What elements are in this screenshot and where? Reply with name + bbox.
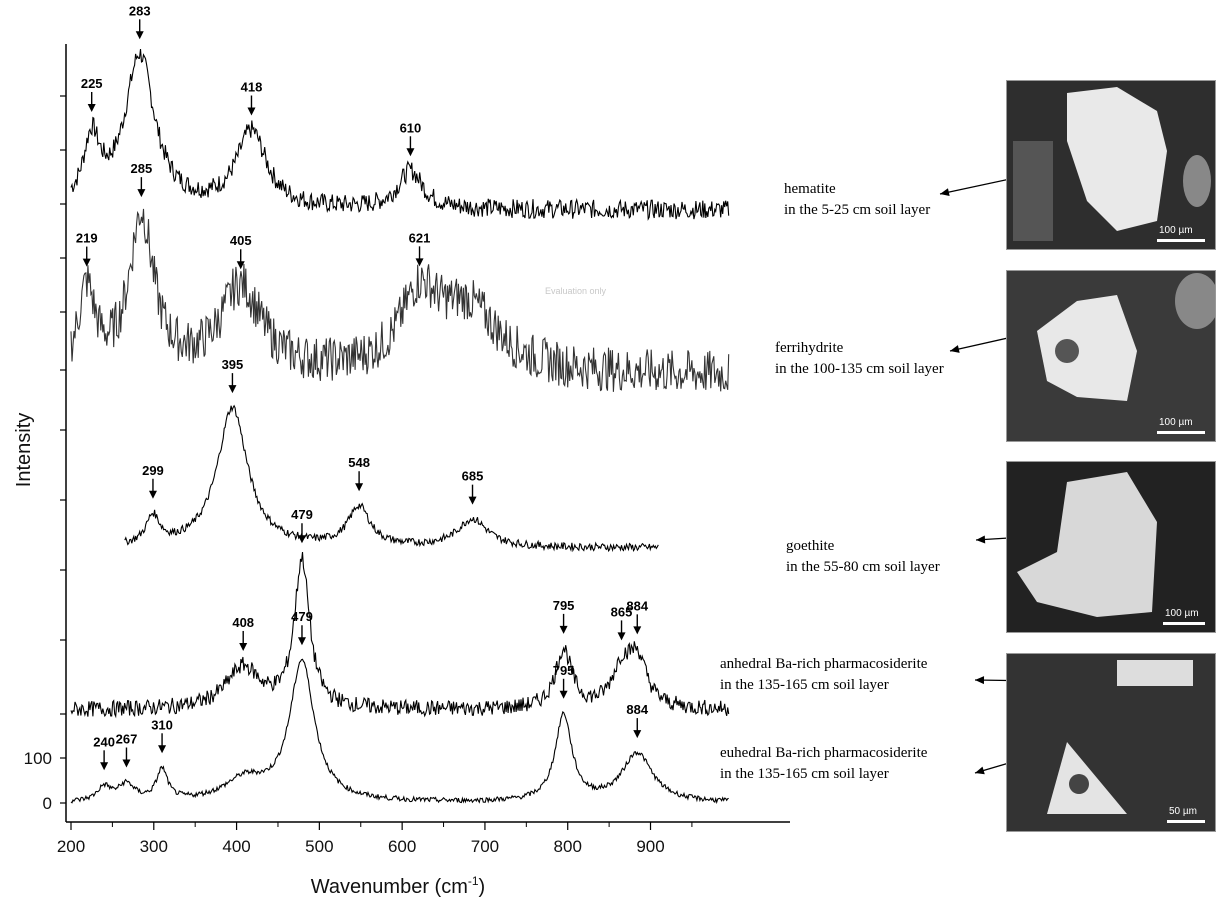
y-tick-label: 100 xyxy=(24,749,52,768)
x-tick-label: 700 xyxy=(471,837,499,856)
goethite-scale-label: 100 µm xyxy=(1165,608,1199,619)
goethite-micrograph: 100 µm xyxy=(1006,461,1216,633)
peak-arrowhead xyxy=(122,759,131,768)
spectrum-caption: euhedral Ba-rich pharmacosiderite xyxy=(720,745,928,761)
spectrum-caption: hematite xyxy=(784,181,836,197)
pharmacosiderite-scale-label: 50 µm xyxy=(1169,806,1197,817)
peak-arrowhead xyxy=(100,762,109,771)
peak-arrowhead xyxy=(559,625,568,634)
peak-label: 285 xyxy=(131,161,153,176)
hematite-micrograph: 100 µm xyxy=(1006,80,1216,250)
ferrihydrite-scale-label: 100 µm xyxy=(1159,417,1193,428)
peak-label: 621 xyxy=(409,230,431,245)
peak-arrowhead xyxy=(633,730,642,739)
faint-overlay-text: Evaluation only xyxy=(545,286,607,296)
peak-arrowhead xyxy=(87,103,96,112)
peak-arrowhead xyxy=(148,490,157,499)
peak-label: 225 xyxy=(81,76,103,91)
spectrum-caption: in the 135-165 cm soil layer xyxy=(720,766,889,782)
peak-arrowhead xyxy=(137,189,146,198)
spectrum-caption: ferrihydrite xyxy=(775,340,844,356)
peak-arrowhead xyxy=(468,496,477,505)
y-axis-title: Intensity xyxy=(13,413,35,487)
y-tick-label: 0 xyxy=(43,794,52,813)
peak-label: 405 xyxy=(230,233,252,248)
peak-label: 865 xyxy=(611,604,633,619)
hematite-scale-label: 100 µm xyxy=(1159,225,1193,236)
peak-arrowhead xyxy=(247,107,256,116)
peak-arrowhead xyxy=(82,258,91,267)
peak-arrowhead xyxy=(355,483,364,492)
peak-label: 795 xyxy=(553,663,575,678)
peak-arrowhead xyxy=(559,690,568,699)
leader-arrowhead xyxy=(950,345,960,353)
y-ticks: 0 100 xyxy=(24,95,66,813)
peak-label: 408 xyxy=(232,615,254,630)
spectrum-caption: in the 135-165 cm soil layer xyxy=(720,677,889,693)
peak-label: 884 xyxy=(626,702,648,717)
peak-arrowhead xyxy=(158,745,167,754)
peak-label: 418 xyxy=(241,79,263,94)
spectrum-line xyxy=(70,208,730,392)
peak-arrowhead xyxy=(617,632,626,641)
spectrum-caption: in the 5-25 cm soil layer xyxy=(784,202,930,218)
peak-label: 884 xyxy=(626,598,648,613)
spectrum-line xyxy=(70,658,729,805)
x-tick-label: 800 xyxy=(554,837,582,856)
x-ticks: 200 300 400 500 600 700 800 900 xyxy=(57,822,693,856)
ferrihydrite-micrograph: 100 µm xyxy=(1006,270,1216,442)
spectrum-line xyxy=(124,404,659,553)
x-tick-label: 400 xyxy=(222,837,250,856)
peak-label: 310 xyxy=(151,717,173,732)
leader-arrowhead xyxy=(940,188,950,197)
leader-arrowhead xyxy=(975,766,985,775)
captions: hematite in the 5-25 cm soil layer ferrihy… xyxy=(720,181,944,782)
peak-label: 395 xyxy=(222,357,244,372)
peak-arrowhead xyxy=(239,642,248,651)
peak-label: 267 xyxy=(116,731,138,746)
peak-arrowhead xyxy=(415,258,424,267)
peak-arrowhead xyxy=(236,261,245,270)
x-tick-label: 500 xyxy=(305,837,333,856)
peak-arrowhead xyxy=(228,385,237,394)
leader-arrowhead xyxy=(976,535,986,544)
peak-label: 479 xyxy=(291,507,313,522)
peak-label: 548 xyxy=(348,455,370,470)
peak-arrowhead xyxy=(297,535,306,544)
peak-arrowhead xyxy=(297,637,306,646)
spectrum-caption: goethite xyxy=(786,538,835,554)
spectrum-line xyxy=(70,48,730,221)
spectrum-caption: in the 55-80 cm soil layer xyxy=(786,559,940,575)
x-tick-label: 600 xyxy=(388,837,416,856)
peak-label: 479 xyxy=(291,609,313,624)
x-axis-title: Wavenumber (cm-1) xyxy=(311,874,485,898)
leader-arrowhead xyxy=(975,676,985,685)
peak-label: 299 xyxy=(142,463,164,478)
spectrum-caption: anhedral Ba-rich pharmacosiderite xyxy=(720,656,928,672)
peak-label: 240 xyxy=(93,734,115,749)
peak-label: 685 xyxy=(462,469,484,484)
axes xyxy=(65,44,790,823)
x-tick-label: 300 xyxy=(140,837,168,856)
peak-arrowhead xyxy=(135,31,144,40)
spectra xyxy=(70,48,730,805)
peak-label: 795 xyxy=(553,598,575,613)
peak-annotations: 225 283 418 610 219 285 405 621 299 395 548 685 408 4… xyxy=(76,3,649,771)
peak-arrowhead xyxy=(406,148,415,157)
peak-label: 219 xyxy=(76,231,98,246)
x-tick-label: 900 xyxy=(636,837,664,856)
peak-arrowhead xyxy=(633,626,642,635)
spectrum-caption: in the 100-135 cm soil layer xyxy=(775,361,944,377)
peak-label: 283 xyxy=(129,3,151,18)
peak-label: 610 xyxy=(400,120,422,135)
spectrum-line xyxy=(70,551,730,719)
x-tick-label: 200 xyxy=(57,837,85,856)
pharmacosiderite-micrograph: 50 µm xyxy=(1006,653,1216,832)
